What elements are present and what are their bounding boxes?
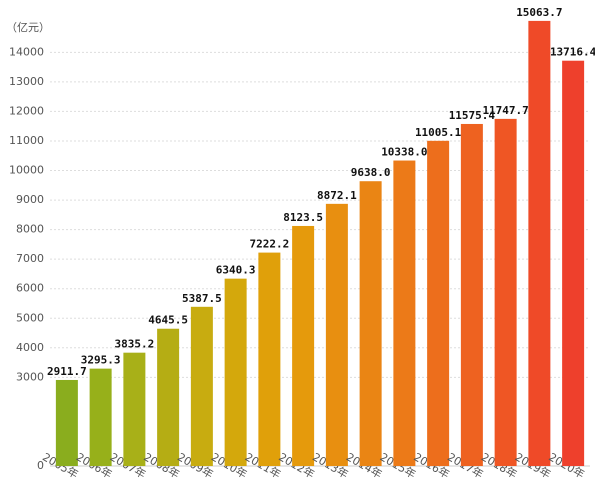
bar [460,123,483,466]
y-tick-label: 14000 [9,45,44,58]
value-label: 11747.7 [482,104,528,117]
value-label: 8872.1 [317,189,357,202]
bar [55,379,78,466]
y-tick-label: 8000 [16,223,44,236]
bar [393,160,416,466]
y-axis-label: （亿元） [6,21,50,34]
y-tick-label: 7000 [16,252,44,265]
value-label: 3295.3 [81,354,121,367]
bar [562,60,585,466]
bar [325,203,348,466]
y-tick-label: 4000 [16,341,44,354]
value-label: 2911.7 [47,365,87,378]
value-label: 15063.7 [516,6,562,19]
bar [258,252,281,466]
bar [427,140,450,466]
value-label: 9638.0 [351,166,391,179]
value-label: 13716.4 [550,46,595,59]
y-tick-label: 6000 [16,282,44,295]
y-tick-label: 11000 [9,134,44,147]
y-tick-label: 13000 [9,75,44,88]
value-label: 11575.4 [449,109,496,122]
bar [190,306,213,466]
y-tick-label: 3000 [16,370,44,383]
bar [89,368,112,466]
bar [157,328,180,466]
bar [292,225,315,466]
value-label: 5387.5 [182,292,222,305]
value-label: 3835.2 [115,338,155,351]
y-tick-label: 5000 [16,311,44,324]
value-label: 4645.5 [148,314,188,327]
bar [494,118,517,466]
y-tick-label: 12000 [9,104,44,117]
y-tick-label: 10000 [9,164,44,177]
bar [224,278,247,466]
value-label: 6340.3 [216,264,256,277]
value-label: 10338.0 [381,146,427,159]
y-tick-label: 0 [37,459,44,472]
y-tick-label: 9000 [16,193,44,206]
value-label: 8123.5 [283,211,323,224]
value-label: 7222.2 [250,238,290,251]
bar [123,352,146,466]
bar [359,181,382,466]
value-label: 11005.1 [415,126,462,139]
bar [528,20,551,466]
